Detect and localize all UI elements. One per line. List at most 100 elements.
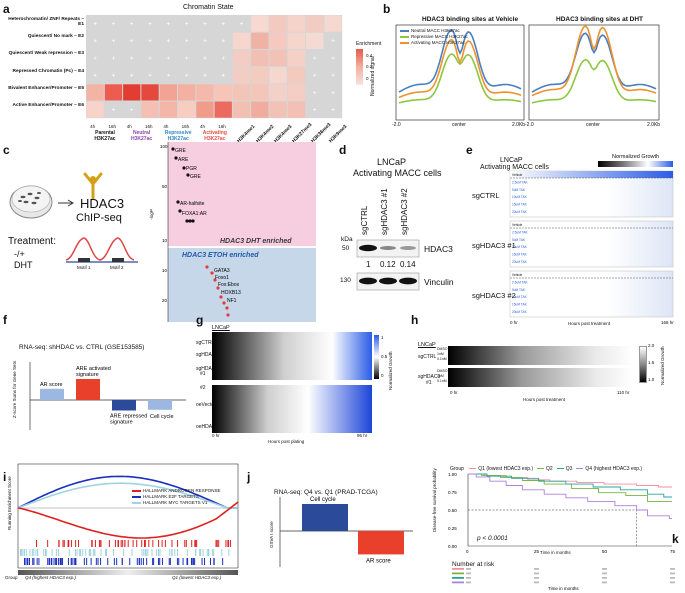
- panel-i-hit-e2f: [176, 558, 178, 565]
- panel-a-heat-dot: [111, 108, 115, 112]
- panel-g-row-label: sgCTRL: [196, 340, 215, 346]
- panel-k-y-tick: 0.50: [448, 508, 457, 513]
- panel-h-row-label: sgHDAC3: [418, 374, 441, 380]
- panel-f-bar-label: AR score: [40, 382, 63, 388]
- panel-c-dht-bg: [168, 142, 316, 246]
- panel-a-heat-cell: [159, 84, 177, 101]
- panel-b-x-tick: center: [586, 122, 600, 128]
- panel-h-x-start: 0 hr: [450, 390, 458, 395]
- panel-a-heat-cell: [269, 67, 287, 84]
- panel-a-heat-cell: [232, 32, 251, 49]
- panel-label-e: e: [466, 143, 473, 157]
- panel-k-survival-plot: 1.00 0.75 0.50 0.25 0.00 0 25 50 75 Time in month…: [448, 472, 676, 591]
- panel-c-dht-motif: FOXA1:AR: [182, 211, 207, 217]
- panel-a-heat-dot: [203, 56, 207, 60]
- panel-e-x-end: 168 hr: [661, 320, 674, 325]
- panel-k-risk-title: Number at risk: [452, 561, 495, 568]
- panel-i-right-label: Q1 (lowest HDAC3 exp.): [172, 575, 222, 580]
- panel-c-etoh-point: [225, 306, 229, 310]
- panel-a-heat-cell: [232, 49, 251, 67]
- panel-i-hit-androgen: [164, 540, 166, 547]
- panel-label-d: d: [339, 143, 347, 157]
- panel-i-e2f-line: [17, 475, 238, 509]
- panel-i-hit-myc: [55, 549, 57, 556]
- panel-i-hit-myc: [31, 549, 33, 556]
- panel-a-legend-tick-low: 0: [366, 76, 369, 81]
- panel-a-heat-bg: [86, 15, 343, 119]
- panel-b-right-plot: [528, 24, 660, 121]
- panel-i-hit-myc: [20, 549, 22, 556]
- panel-i-hit-androgen: [91, 540, 93, 547]
- panel-g-x-start: 0 hr: [212, 433, 220, 438]
- panel-c-tick: 50: [162, 184, 168, 189]
- panel-i-hit-e2f: [32, 558, 34, 565]
- panel-e-condition-label: 10uM TAK: [512, 195, 528, 199]
- panel-i-hit-androgen: [216, 540, 218, 547]
- panel-i-hit-myc: [79, 549, 81, 556]
- panel-f-bar: [112, 400, 136, 411]
- panel-g-row-sub: #1: [200, 371, 206, 377]
- panel-k-risk-count: [534, 572, 539, 575]
- panel-a-heat-cell: [287, 67, 306, 84]
- panel-c-etoh-point: [205, 265, 209, 269]
- panel-a-heat-cell: [251, 67, 269, 84]
- panel-b-legend-text: Neutral MACC H3K27ac: [411, 28, 460, 33]
- panel-e-group-label: sgHDAC3 #1: [472, 241, 516, 250]
- panel-a-heat-cell: [287, 15, 306, 32]
- panel-c-etoh-bg: [168, 248, 316, 322]
- panel-c-dht-point: [174, 156, 178, 160]
- panel-e-condition-label: 5uM TAK: [512, 188, 526, 192]
- panel-a-heat-dot: [313, 108, 317, 112]
- panel-c-chip-title: HDAC3: [80, 196, 125, 211]
- panel-j-bar: [302, 504, 348, 531]
- panel-a-group-sub: H3K27ac: [94, 136, 116, 142]
- panel-b-curve: [398, 29, 522, 93]
- panel-e-condition-label: 5uM TAK: [512, 288, 526, 292]
- panel-a-heat-dot: [130, 39, 134, 43]
- panel-h-legend-tick-2: 2.0: [648, 343, 655, 348]
- panel-i-hit-e2f: [146, 558, 148, 565]
- panel-i-hit-e2f: [47, 558, 49, 565]
- panel-i-hit-myc: [94, 549, 96, 556]
- panel-i-hit-myc: [147, 549, 149, 556]
- panel-b-curve: [531, 32, 657, 93]
- panel-a-heat-cell: [251, 32, 269, 49]
- panel-k-legend-group: Group: [450, 466, 466, 472]
- panel-i-legend-item: HALLMARK MYC TARGETS V1: [132, 500, 207, 505]
- panel-i-hit-androgen: [144, 540, 146, 547]
- panel-label-c: c: [3, 143, 10, 157]
- arrow-right-icon: [58, 199, 74, 207]
- panel-i-hit-myc: [90, 549, 92, 556]
- panel-k-x-tick: 25: [534, 549, 540, 554]
- panel-i-hit-androgen: [152, 540, 154, 547]
- panel-b-curve: [531, 58, 657, 104]
- panel-a-heat-cell: [287, 49, 306, 67]
- panel-i-hit-androgen: [185, 540, 187, 547]
- panel-i-hit-e2f: [136, 558, 138, 565]
- panel-c-etoh-point: [216, 286, 220, 290]
- panel-i-hit-e2f: [153, 558, 155, 565]
- panel-i-hit-myc: [21, 549, 23, 556]
- panel-d-protein-vinculin: Vinculin: [424, 277, 454, 287]
- panel-i-hit-e2f: [57, 558, 59, 565]
- panel-d-title2: Activating MACC cells: [353, 168, 442, 178]
- panel-i-hit-myc: [151, 549, 153, 556]
- panel-h-cond-label: DMSO: [437, 347, 448, 351]
- panel-i-hit-e2f: [129, 558, 131, 565]
- panel-i-legend-text: HALLMARK MYC TARGETS V1: [143, 500, 208, 505]
- panel-i-hit-androgen: [78, 540, 80, 547]
- panel-a-heat-cell: [269, 32, 287, 49]
- panel-e-group-label: sgCTRL: [472, 191, 500, 200]
- panel-i-hit-myc: [171, 549, 173, 556]
- panel-c-etoh-motif: Foxo1: [215, 275, 229, 281]
- panel-i-hit-e2f: [187, 558, 189, 565]
- panel-c-motif2: Motif 2: [110, 265, 124, 270]
- panel-k-legend-text: Q3: [565, 466, 573, 472]
- panel-k-legend-text: Q1 (lowest HDAC3 exp.): [478, 466, 534, 472]
- panel-label-g: g: [196, 313, 204, 327]
- panel-i-hit-e2f: [191, 558, 193, 565]
- panel-h-cond-label: 1nM: [437, 352, 444, 356]
- panel-f-bar-label: ARE activated: [76, 366, 111, 372]
- panel-a-heatmap: [86, 15, 343, 119]
- panel-a-heat-dot: [148, 39, 152, 43]
